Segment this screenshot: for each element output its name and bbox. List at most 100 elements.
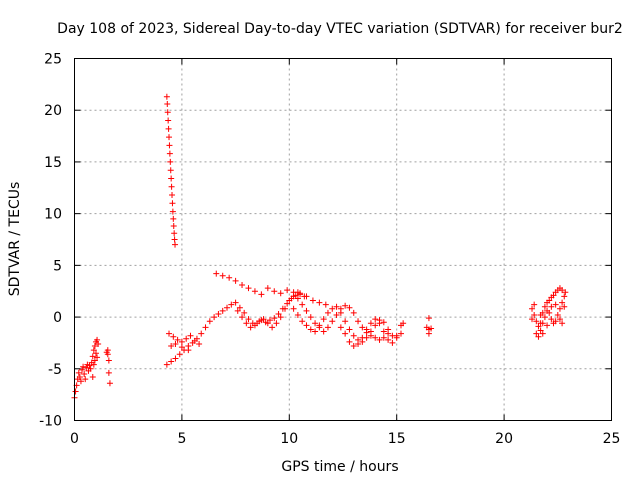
data-point [168, 183, 175, 190]
data-point [247, 324, 254, 331]
data-point [167, 167, 174, 174]
data-point [86, 362, 93, 369]
data-point [277, 290, 284, 297]
data-point [548, 303, 555, 310]
data-point [367, 328, 374, 335]
data-point [81, 370, 88, 377]
data-point [256, 318, 263, 325]
data-point [80, 363, 87, 370]
data-point [89, 374, 96, 381]
data-point [559, 287, 566, 294]
data-point [363, 326, 370, 333]
data-point [346, 326, 353, 333]
data-point [359, 324, 366, 331]
data-point [539, 330, 546, 337]
data-point [393, 332, 400, 339]
data-point [333, 303, 340, 310]
data-point [226, 274, 233, 281]
data-point [90, 361, 97, 368]
axis-ticks [74, 58, 612, 421]
data-point [286, 297, 293, 304]
data-point [94, 336, 101, 343]
data-point [185, 347, 192, 354]
data-point [385, 326, 392, 333]
data-point [322, 301, 329, 308]
x-tick-label: 20 [495, 431, 513, 447]
data-point [206, 318, 213, 325]
data-point [294, 295, 301, 302]
data-point [271, 315, 278, 322]
data-point [215, 310, 222, 317]
data-point [236, 304, 243, 311]
y-tick-label: -10 [39, 414, 62, 430]
data-point [556, 316, 563, 323]
data-point [264, 285, 271, 292]
data-point [103, 349, 110, 356]
data-point [163, 361, 170, 368]
data-point [164, 101, 171, 108]
data-point [550, 320, 557, 327]
data-point [219, 272, 226, 279]
data-point [535, 323, 542, 330]
data-point [243, 320, 250, 327]
data-point [174, 336, 181, 343]
x-tick-label: 25 [603, 431, 621, 447]
data-point [531, 301, 538, 308]
data-point [170, 223, 177, 230]
data-point [260, 316, 267, 323]
data-point [355, 318, 362, 325]
data-point [171, 230, 178, 237]
data-point [299, 318, 306, 325]
data-point [163, 93, 170, 100]
chart-title: Day 108 of 2023, Sidereal Day-to-day VTE… [57, 21, 623, 37]
data-point [316, 322, 323, 329]
data-point [294, 312, 301, 319]
data-point [425, 330, 432, 337]
data-point [284, 287, 291, 294]
data-point [329, 305, 336, 312]
data-point [342, 302, 349, 309]
data-point [170, 333, 177, 340]
data-point [178, 344, 185, 351]
data-point [533, 330, 540, 337]
data-point [552, 301, 559, 308]
data-point [89, 353, 96, 360]
data-point [232, 299, 239, 306]
data-point [561, 293, 568, 300]
x-tick-label: 15 [388, 431, 406, 447]
data-point [380, 328, 387, 335]
data-point [183, 335, 190, 342]
data-point [224, 304, 231, 311]
data-point [170, 215, 177, 222]
data-point [87, 365, 94, 372]
data-point [282, 305, 289, 312]
data-point [556, 305, 563, 312]
data-point [537, 312, 544, 319]
y-tick-label: 15 [44, 155, 62, 171]
data-point [211, 314, 218, 321]
data-point [544, 307, 551, 314]
data-point [380, 334, 387, 341]
data-point [342, 318, 349, 325]
data-point [77, 378, 84, 385]
data-point [539, 320, 546, 327]
data-point [95, 340, 102, 347]
data-point [105, 369, 112, 376]
data-point [350, 332, 357, 339]
data-point [537, 327, 544, 334]
data-point [166, 142, 173, 149]
x-tick-label: 0 [70, 431, 79, 447]
data-point [169, 192, 176, 199]
data-point [541, 314, 548, 321]
data-point [329, 318, 336, 325]
data-point [178, 338, 185, 345]
data-point [219, 307, 226, 314]
y-tick-label: 5 [53, 258, 62, 274]
data-point [165, 117, 172, 124]
y-tick-label: -5 [48, 362, 62, 378]
data-point [264, 320, 271, 327]
x-axis-label: GPS time / hours [281, 459, 398, 475]
data-point [241, 309, 248, 316]
data-point [166, 330, 173, 337]
data-point [239, 282, 246, 289]
